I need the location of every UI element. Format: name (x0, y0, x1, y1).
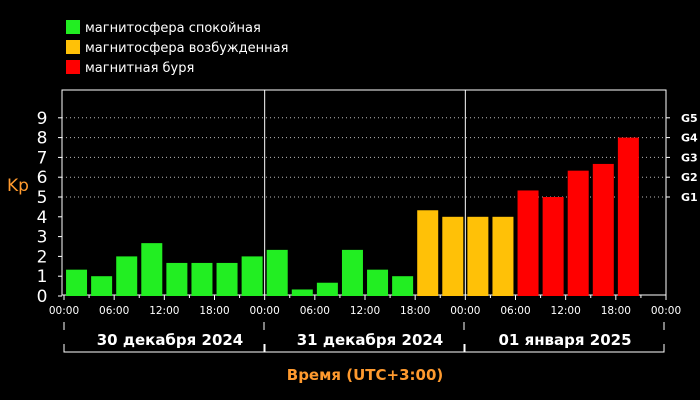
x-tick-label: 12:00 (551, 305, 581, 317)
x-tick-label: 00:00 (250, 305, 280, 317)
storm-level-label: G1 (681, 191, 698, 204)
y-tick-label: 4 (37, 208, 48, 228)
kp-bar (291, 289, 313, 296)
kp-bar (417, 210, 439, 296)
day-brackets (63, 322, 665, 353)
kp-bar (166, 262, 188, 296)
y-tick-label: 8 (37, 129, 48, 149)
x-tick-label: 12:00 (149, 305, 179, 317)
kp-bar (492, 216, 514, 296)
kp-bar (367, 269, 389, 296)
kp-bar (617, 137, 639, 296)
day-bracket-3 (464, 344, 665, 353)
y-tick-label: 1 (37, 267, 48, 287)
kp-bar (567, 170, 589, 296)
kp-bar (91, 276, 113, 296)
x-tick-label: 18:00 (601, 305, 631, 317)
storm-level-label: G5 (681, 112, 698, 125)
storm-level-labels: G1 G2 G3 G4 G5 (666, 112, 698, 204)
kp-bar (341, 249, 363, 296)
kp-bar (542, 197, 564, 296)
grid-lines (62, 117, 666, 198)
kp-bar (116, 256, 138, 296)
kp-bar (316, 282, 338, 296)
legend-label-storm: магнитная буря (85, 61, 194, 76)
x-tick-label: 06:00 (300, 305, 330, 317)
x-tick-label: 00:00 (450, 305, 480, 317)
day-label-3: 01 января 2025 (498, 331, 631, 349)
legend-swatch-storm (66, 60, 80, 74)
x-tick-labels: 00:00 06:00 12:00 18:00 00:00 06:00 12:00 18:00… (49, 295, 681, 317)
y-tick-label: 0 (37, 287, 48, 307)
kp-bar (241, 256, 263, 296)
kp-bar (592, 163, 614, 296)
x-tick-label: 00:00 (651, 305, 681, 317)
kp-bar (141, 243, 163, 296)
plot-frame (61, 89, 667, 296)
day-dividers (264, 90, 466, 295)
x-tick-label: 06:00 (500, 305, 530, 317)
kp-bar (66, 269, 88, 296)
y-tick-label: 7 (37, 148, 48, 168)
storm-level-label: G4 (681, 132, 698, 145)
x-tick-label: 18:00 (400, 305, 430, 317)
y-tick-label: 5 (37, 188, 48, 208)
day-label-2: 31 декабря 2024 (297, 331, 444, 349)
legend-swatch-active (66, 40, 80, 54)
legend: магнитосфера спокойная магнитосфера возб… (66, 20, 288, 76)
x-tick-label: 06:00 (99, 305, 129, 317)
legend-label-active: магнитосфера возбужденная (85, 41, 288, 56)
bars (66, 137, 639, 296)
kp-bar (216, 262, 238, 296)
storm-level-label: G2 (681, 171, 698, 184)
y-tick-label: 6 (37, 168, 48, 188)
day-bracket-1 (63, 344, 265, 353)
legend-label-quiet: магнитосфера спокойная (85, 21, 261, 36)
x-tick-label: 00:00 (49, 305, 79, 317)
kp-bar (266, 249, 288, 296)
x-axis-label: Время (UTC+3:00) (287, 366, 443, 384)
y-tick-label: 2 (37, 247, 48, 267)
kp-bar (392, 276, 414, 296)
day-bracket-2 (264, 344, 465, 353)
x-tick-label: 18:00 (199, 305, 229, 317)
y-tick-label: 3 (37, 228, 48, 248)
kp-bar (517, 190, 539, 296)
storm-level-label: G3 (681, 151, 698, 164)
x-tick-label: 12:00 (350, 305, 380, 317)
legend-swatch-quiet (66, 20, 80, 34)
y-axis-label: Kp (7, 176, 29, 196)
kp-bar (191, 262, 213, 296)
kp-bar (467, 216, 489, 296)
kp-bar (442, 216, 464, 296)
day-label-1: 30 декабря 2024 (97, 331, 244, 349)
y-tick-label: 9 (37, 109, 48, 129)
